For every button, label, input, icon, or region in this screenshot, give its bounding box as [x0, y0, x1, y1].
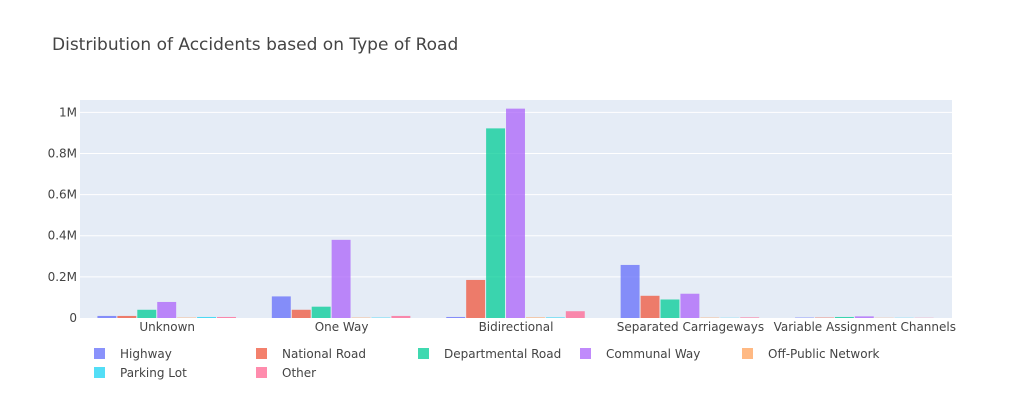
- legend-item-other[interactable]: Other: [256, 366, 316, 380]
- legend-swatch: [742, 348, 753, 359]
- bar-communal-way-bidirectional[interactable]: [506, 108, 525, 319]
- legend-label: Other: [282, 366, 316, 380]
- legend-item-communal-way[interactable]: Communal Way: [580, 347, 700, 361]
- legend-swatch: [256, 367, 267, 378]
- bar-departmental-road-bidirectional[interactable]: [486, 128, 506, 318]
- legend-swatch: [94, 348, 105, 359]
- bar-parking-lot-unknown[interactable]: [197, 316, 217, 318]
- bar-other-separated-carriageways[interactable]: [740, 317, 760, 318]
- bar-off-public-network-bidirectional[interactable]: [525, 317, 545, 318]
- x-tick-label: Unknown: [139, 320, 195, 334]
- x-tick-label: Bidirectional: [479, 320, 554, 334]
- legend-item-national-road[interactable]: National Road: [256, 347, 366, 361]
- legend-swatch: [418, 348, 429, 359]
- legend-swatch: [580, 348, 591, 359]
- bar-highway-bidirectional[interactable]: [446, 316, 466, 318]
- legend-item-departmental-road[interactable]: Departmental Road: [418, 347, 561, 361]
- x-tick-label: One Way: [315, 320, 369, 334]
- bar-national-road-unknown[interactable]: [117, 315, 137, 318]
- y-tick-label: 0.4M: [48, 229, 77, 243]
- y-tick-label: 0.8M: [48, 146, 77, 160]
- bar-departmental-road-unknown[interactable]: [137, 309, 157, 318]
- bar-other-unknown[interactable]: [217, 316, 236, 318]
- bar-parking-lot-bidirectional[interactable]: [545, 317, 565, 318]
- bar-other-bidirectional[interactable]: [565, 311, 585, 318]
- y-tick-label: 0.6M: [48, 188, 77, 202]
- bar-national-road-separated-carriageways[interactable]: [640, 295, 660, 318]
- x-tick-label: Variable Assignment Channels: [774, 320, 956, 334]
- legend-label: Departmental Road: [444, 347, 561, 361]
- y-tick-label: 1M: [59, 105, 77, 119]
- legend-swatch: [94, 367, 105, 378]
- legend-label: Parking Lot: [120, 366, 187, 380]
- legend-item-off-public-network[interactable]: Off-Public Network: [742, 347, 880, 361]
- x-tick-label: Separated Carriageways: [617, 320, 764, 334]
- chart-title: Distribution of Accidents based on Type …: [52, 35, 458, 55]
- legend-swatch: [256, 348, 267, 359]
- legend-label: Highway: [120, 347, 172, 361]
- bar-highway-separated-carriageways[interactable]: [620, 264, 640, 318]
- bar-departmental-road-variable-assignment-channels[interactable]: [834, 316, 854, 318]
- y-tick-label: 0.2M: [48, 270, 77, 284]
- bar-highway-one-way[interactable]: [271, 296, 291, 318]
- legend-item-parking-lot[interactable]: Parking Lot: [94, 366, 187, 380]
- bar-communal-way-separated-carriageways[interactable]: [680, 293, 700, 318]
- legend[interactable]: Highway National Road Departmental Road Com…: [94, 347, 880, 380]
- bar-national-road-bidirectional[interactable]: [466, 279, 486, 318]
- legend-label: National Road: [282, 347, 366, 361]
- bar-highway-unknown[interactable]: [97, 315, 117, 318]
- y-tick-label: 0: [69, 311, 77, 325]
- legend-label: Communal Way: [606, 347, 700, 361]
- legend-label: Off-Public Network: [768, 347, 880, 361]
- bar-communal-way-variable-assignment-channels[interactable]: [854, 316, 874, 318]
- bar-communal-way-unknown[interactable]: [157, 301, 177, 318]
- bar-departmental-road-separated-carriageways[interactable]: [660, 299, 680, 318]
- legend-item-highway[interactable]: Highway: [94, 347, 172, 361]
- axis-layer: 0 0.2M 0.4M 0.6M 0.8M 1M Unknown One Way Bidirec…: [48, 105, 956, 334]
- bar-layer: [97, 108, 934, 319]
- bar-communal-way-one-way[interactable]: [331, 239, 351, 318]
- bar-national-road-one-way[interactable]: [291, 309, 311, 318]
- bar-other-one-way[interactable]: [391, 315, 411, 318]
- bar-departmental-road-one-way[interactable]: [311, 306, 331, 318]
